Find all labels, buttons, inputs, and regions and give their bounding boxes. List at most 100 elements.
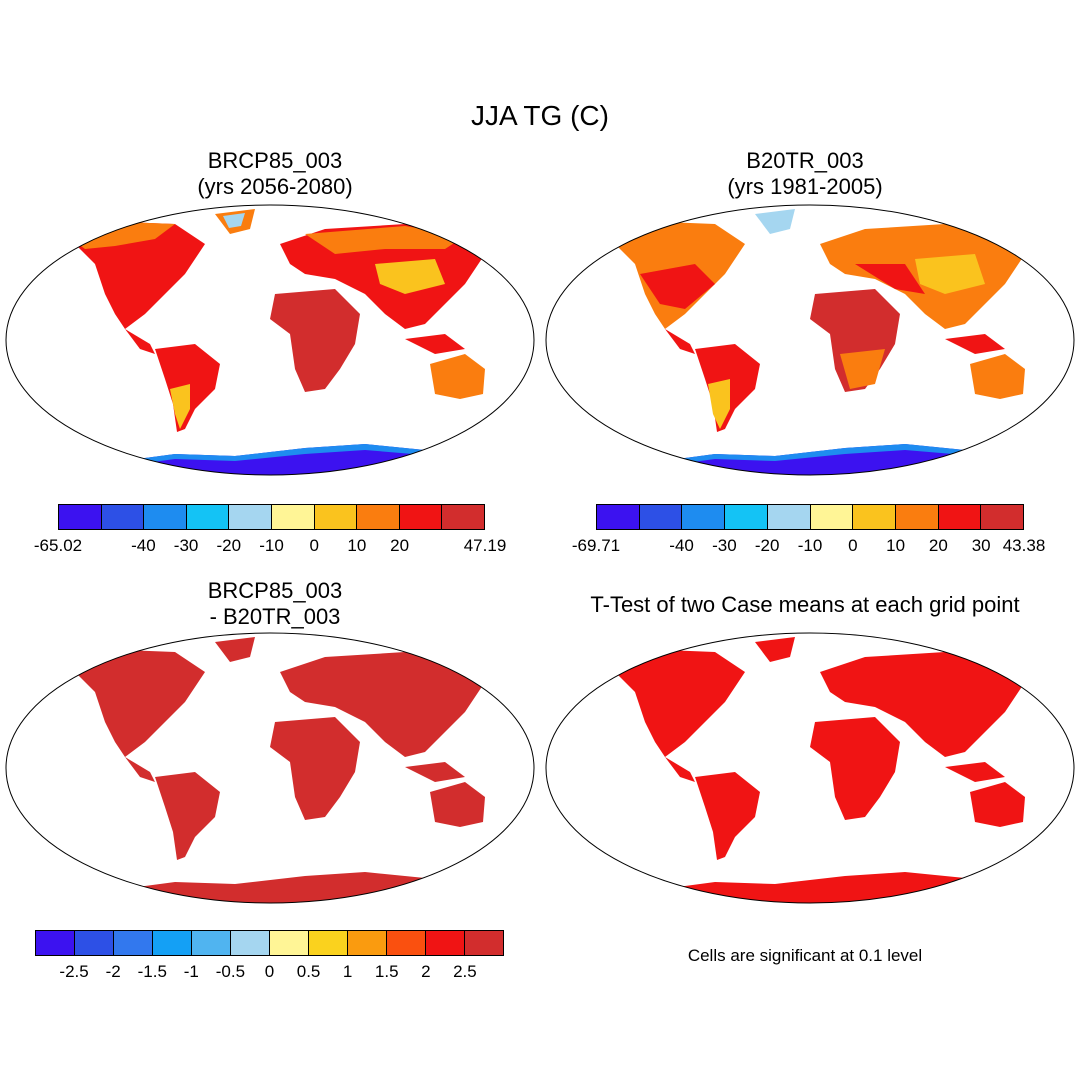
colorbar-tick-label: 43.38 (1002, 536, 1046, 555)
colorbar-tick-label: 0 (264, 962, 275, 981)
colorbar-swatch (767, 505, 811, 529)
australia (430, 782, 485, 827)
south-america (155, 772, 220, 860)
colorbar-swatch (639, 505, 683, 529)
colorbar-swatch (114, 931, 153, 955)
central-america (665, 757, 695, 782)
colorbar-tick-label: 10 (886, 536, 906, 555)
australia (970, 782, 1025, 827)
panel-title-difference: BRCP85_003 - B20TR_003 (110, 578, 440, 630)
colorbar-swatch (895, 505, 939, 529)
colorbar-tick-label: 20 (390, 536, 410, 555)
colorbar-swatch (75, 931, 114, 955)
colorbar-swatch (186, 505, 230, 529)
colorbar-tick-label: -20 (754, 536, 780, 555)
colorbar-swatch (938, 505, 982, 529)
colorbar-future (58, 504, 485, 530)
figure-title: JJA TG (C) (471, 100, 609, 131)
colorbar-tick-label: 2 (421, 962, 431, 981)
colorbar-swatch (597, 505, 640, 529)
colorbar-tick-label: 1 (342, 962, 353, 981)
panel-title-line1: T-Test of two Case means at each grid po… (590, 592, 1020, 617)
colorbar-swatch (442, 505, 484, 529)
colorbar-swatch (229, 505, 272, 529)
colorbar-swatch (387, 931, 426, 955)
north-america (65, 222, 205, 329)
colorbar-tick-label: -30 (173, 536, 199, 555)
colorbar-swatch (314, 505, 358, 529)
north-america (605, 650, 745, 757)
eurasia (280, 652, 485, 757)
significance-note: Cells are significant at 0.1 level (687, 946, 923, 965)
panel-title-future: BRCP85_003 (yrs 2056-2080) (110, 148, 440, 200)
greenland (755, 209, 795, 234)
colorbar-tick-label: -1 (183, 962, 199, 981)
colorbar-tick-label: -40 (131, 536, 156, 555)
map-future (5, 204, 535, 476)
australia (430, 354, 485, 399)
central-america (125, 329, 155, 354)
colorbar-swatch (271, 505, 315, 529)
panel-title-ttest: T-Test of two Case means at each grid po… (555, 592, 1055, 618)
colorbar-tick-label: 10 (347, 536, 367, 555)
colorbar-swatch (682, 505, 726, 529)
colorbar-tick-label: -30 (712, 536, 737, 555)
colorbar-swatch (426, 931, 465, 955)
colorbar-swatch (465, 931, 503, 955)
colorbar-swatch (36, 931, 75, 955)
colorbar-swatch (399, 505, 443, 529)
panel-title-line1: B20TR_003 (746, 148, 864, 173)
africa (270, 717, 360, 820)
colorbar-swatch (144, 505, 187, 529)
panel-title-line2: - B20TR_003 (209, 604, 341, 629)
colorbar-swatch (153, 931, 192, 955)
greenland (215, 637, 255, 662)
colorbar-historical (596, 504, 1024, 530)
greenland (755, 637, 795, 662)
colorbar-swatch (357, 505, 400, 529)
colorbar-swatch (59, 505, 102, 529)
colorbar-tick-label: -1.5 (137, 962, 167, 981)
colorbar-tick-label: -65.02 (33, 536, 83, 555)
central-america (125, 757, 155, 782)
colorbar-difference (35, 930, 504, 956)
colorbar-tick-label: -10 (797, 536, 823, 555)
colorbar-tick-label: 30 (971, 536, 991, 555)
panel-title-line2: (yrs 1981-2005) (727, 174, 883, 199)
africa (270, 289, 360, 392)
colorbar-swatch (101, 505, 145, 529)
panel-title-historical: B20TR_003 (yrs 1981-2005) (640, 148, 970, 200)
map-historical (545, 204, 1075, 476)
colorbar-tick-label: -0.5 (215, 962, 246, 981)
colorbar-tick-label: -2 (105, 962, 121, 981)
colorbar-tick-label: -40 (669, 536, 694, 555)
antarctica-coast (115, 444, 475, 467)
colorbar-swatch (981, 505, 1024, 529)
panel-title-line1: BRCP85_003 (207, 148, 343, 173)
colorbar-tick-label: 0 (309, 536, 319, 555)
colorbar-swatch (853, 505, 896, 529)
panel-title-line1: BRCP85_003 (207, 578, 343, 603)
australia (970, 354, 1025, 399)
north-america (65, 650, 205, 757)
colorbar-tick-label: 47.19 (463, 536, 507, 555)
colorbar-tick-label: 20 (928, 536, 948, 555)
colorbar-tick-label: -2.5 (59, 962, 89, 981)
central-america (665, 329, 695, 354)
map-difference (5, 632, 535, 904)
colorbar-tick-label: 0 (848, 536, 858, 555)
colorbar-tick-label: 2.5 (453, 962, 477, 981)
map-ttest (545, 632, 1075, 904)
colorbar-swatch (231, 931, 270, 955)
colorbar-swatch (725, 505, 768, 529)
colorbar-swatch (192, 931, 231, 955)
colorbar-swatch (810, 505, 854, 529)
colorbar-tick-label: -20 (216, 536, 242, 555)
colorbar-swatch (309, 931, 348, 955)
colorbar-swatch (348, 931, 387, 955)
colorbar-tick-label: -10 (259, 536, 284, 555)
colorbar-swatch (270, 931, 309, 955)
eurasia (820, 652, 1025, 757)
africa (810, 717, 900, 820)
colorbar-tick-label: 1.5 (374, 962, 399, 981)
